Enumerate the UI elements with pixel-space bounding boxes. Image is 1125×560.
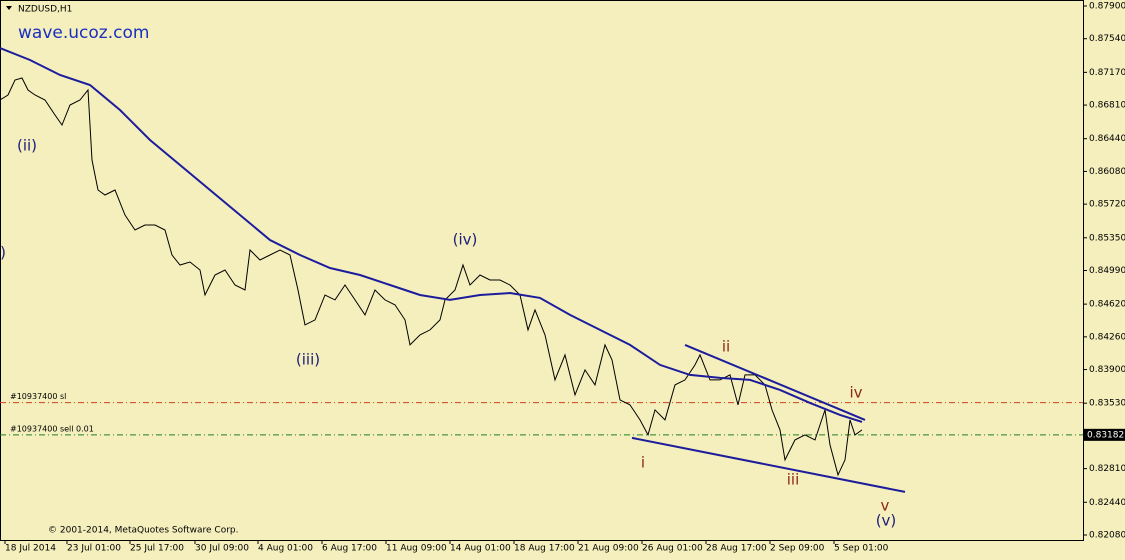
x-tick-label: 23 Jul 01:00 bbox=[67, 544, 121, 554]
wave-label: i bbox=[641, 453, 645, 471]
y-tick-label: 0.85720 bbox=[1089, 200, 1125, 210]
y-tick-label: 0.83530 bbox=[1089, 399, 1125, 409]
y-tick-label: 0.84620 bbox=[1089, 300, 1125, 310]
chart-title: NZDUSD,H1 bbox=[18, 5, 72, 15]
wave-label: iii bbox=[787, 470, 800, 488]
wave-label: (ii) bbox=[17, 136, 37, 154]
x-tick-label: 14 Aug 01:00 bbox=[450, 544, 511, 554]
plot-frame bbox=[0, 0, 1084, 541]
x-tick-label: 5 Sep 01:00 bbox=[834, 544, 889, 554]
x-tick-label: 25 Jul 17:00 bbox=[130, 544, 184, 554]
wave-label: ) bbox=[0, 243, 6, 261]
y-tick-label: 0.85350 bbox=[1089, 233, 1125, 243]
wave-label: (iii) bbox=[296, 350, 320, 368]
wave-label: (v) bbox=[876, 511, 897, 529]
y-tick-label: 0.82440 bbox=[1089, 498, 1125, 508]
current-price-label: 0.83182 bbox=[1087, 430, 1124, 440]
current-price-box bbox=[1084, 428, 1125, 441]
x-tick-label: 11 Aug 09:00 bbox=[386, 544, 447, 554]
wave-label: iv bbox=[849, 383, 862, 401]
x-tick-label: 30 Jul 09:00 bbox=[195, 544, 249, 554]
x-tick-label: 21 Aug 09:00 bbox=[578, 544, 639, 554]
y-tick-label: 0.86440 bbox=[1089, 134, 1125, 144]
order-label: #10937400 sell 0.01 bbox=[10, 424, 94, 433]
y-tick-label: 0.83900 bbox=[1089, 365, 1125, 375]
trend-line bbox=[631, 436, 906, 493]
x-tick-label: 18 Jul 2014 bbox=[5, 544, 56, 554]
y-tick-label: 0.86810 bbox=[1089, 101, 1125, 111]
y-tick-label: 0.84990 bbox=[1089, 266, 1125, 276]
x-tick-label: 28 Aug 17:00 bbox=[706, 544, 767, 554]
wave-label: (iv) bbox=[453, 230, 478, 248]
moving-average bbox=[0, 47, 863, 423]
y-tick-label: 0.87540 bbox=[1089, 34, 1125, 44]
y-tick-label: 0.87170 bbox=[1089, 68, 1125, 78]
y-tick-label: 0.87900 bbox=[1089, 1, 1125, 11]
y-tick-label: 0.84260 bbox=[1089, 332, 1125, 342]
x-tick-label: 2 Sep 09:00 bbox=[770, 544, 825, 554]
order-label: #10937400 sl bbox=[10, 392, 66, 401]
menu-arrow bbox=[6, 6, 12, 10]
x-tick-label: 18 Aug 17:00 bbox=[514, 544, 575, 554]
copyright: © 2001-2014, MetaQuotes Software Corp. bbox=[48, 526, 239, 536]
price-line bbox=[0, 77, 863, 477]
trend-line bbox=[684, 343, 866, 421]
y-tick-label: 0.82080 bbox=[1089, 531, 1125, 541]
x-tick-label: 4 Aug 01:00 bbox=[258, 544, 313, 554]
y-tick-label: 0.82810 bbox=[1089, 464, 1125, 474]
x-tick-label: 6 Aug 17:00 bbox=[322, 544, 377, 554]
wave-label: v bbox=[881, 496, 890, 514]
x-tick-label: 26 Aug 01:00 bbox=[642, 544, 703, 554]
wave-label: ii bbox=[722, 337, 730, 355]
y-tick-label: 0.86080 bbox=[1089, 167, 1125, 177]
watermark: wave.ucoz.com bbox=[18, 23, 149, 43]
